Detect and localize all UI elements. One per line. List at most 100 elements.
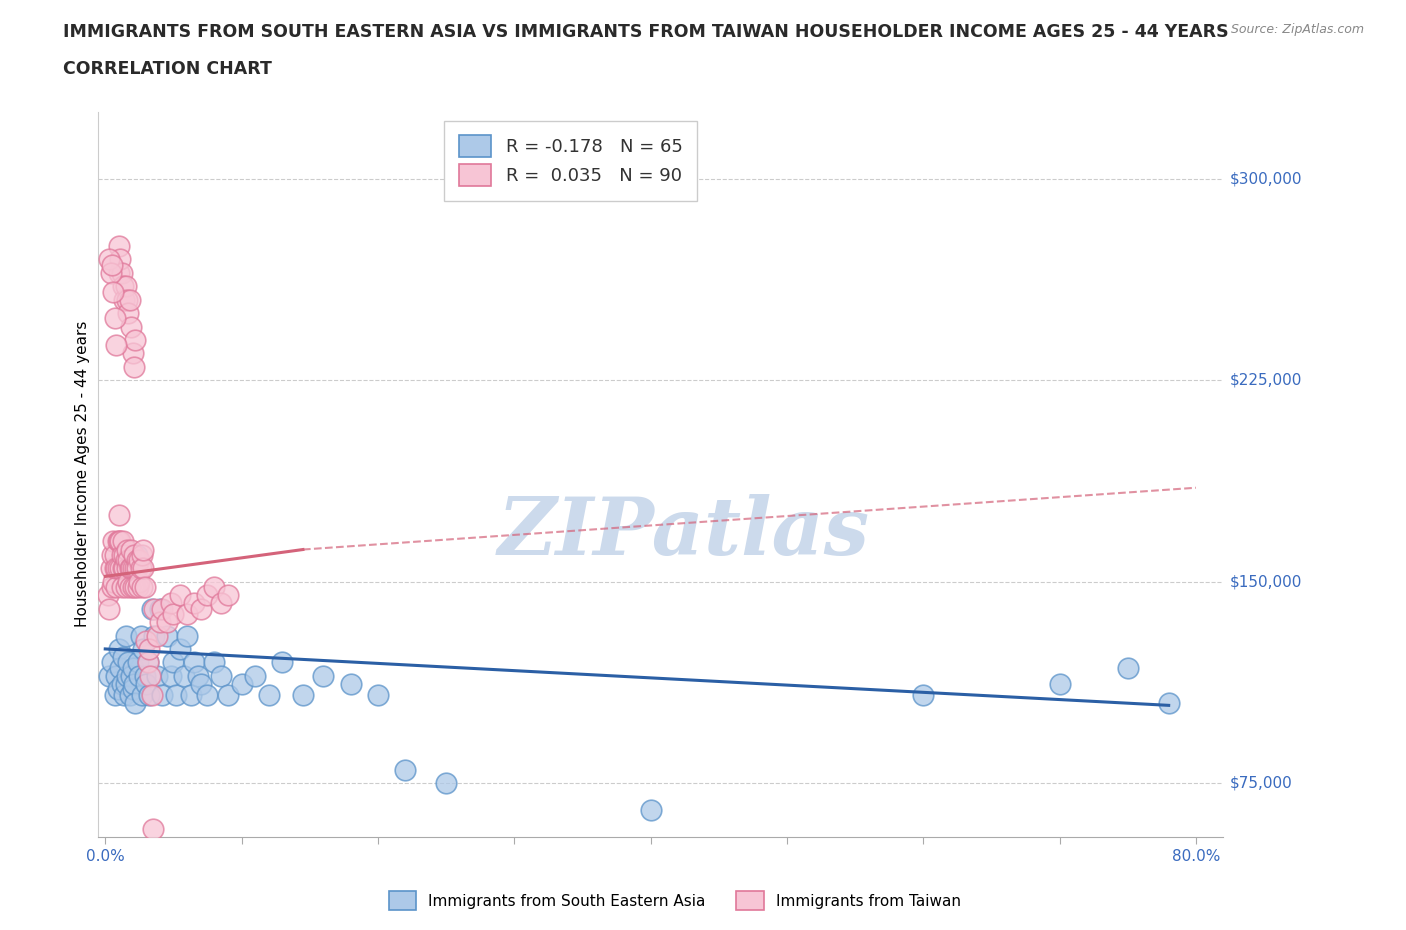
Point xyxy=(104,687,127,702)
Point xyxy=(165,687,187,702)
Point xyxy=(139,669,162,684)
Point xyxy=(127,655,149,670)
Point xyxy=(131,687,153,702)
Point xyxy=(197,687,219,702)
Point xyxy=(180,687,202,702)
Point xyxy=(159,669,181,684)
Point xyxy=(159,596,181,611)
Point xyxy=(173,669,195,684)
Point xyxy=(434,776,457,790)
Point xyxy=(128,669,150,684)
Point xyxy=(143,628,166,643)
Point xyxy=(114,279,136,294)
Point xyxy=(155,615,177,630)
Point xyxy=(107,534,129,549)
Point xyxy=(101,548,124,563)
Text: $150,000: $150,000 xyxy=(1230,574,1302,590)
Point xyxy=(108,642,131,657)
Point xyxy=(291,687,314,702)
Point xyxy=(122,359,145,374)
Point xyxy=(120,561,142,576)
Point xyxy=(128,552,150,567)
Point xyxy=(111,561,134,576)
Point xyxy=(117,655,139,670)
Point xyxy=(127,579,149,594)
Point xyxy=(121,346,143,361)
Point xyxy=(149,601,172,616)
Point xyxy=(394,763,416,777)
Point xyxy=(117,552,139,567)
Point xyxy=(112,292,135,307)
Point xyxy=(132,542,155,557)
Point xyxy=(257,687,280,702)
Point xyxy=(98,252,121,267)
Point xyxy=(912,687,935,702)
Point xyxy=(155,628,177,643)
Legend: R = -0.178   N = 65, R =  0.035   N = 90: R = -0.178 N = 65, R = 0.035 N = 90 xyxy=(444,121,697,201)
Point xyxy=(121,682,143,697)
Point xyxy=(149,615,172,630)
Point xyxy=(245,669,267,684)
Text: ZIPatlas: ZIPatlas xyxy=(498,494,869,571)
Point xyxy=(131,548,153,563)
Point xyxy=(146,628,169,643)
Point xyxy=(176,606,198,621)
Point xyxy=(125,561,148,576)
Point xyxy=(115,669,138,684)
Point xyxy=(187,669,209,684)
Point xyxy=(110,579,132,594)
Point xyxy=(135,676,157,691)
Point xyxy=(110,534,132,549)
Point xyxy=(104,311,127,325)
Point xyxy=(339,676,361,691)
Point xyxy=(197,588,219,603)
Point xyxy=(142,821,165,836)
Point xyxy=(110,252,132,267)
Point xyxy=(121,660,143,675)
Point xyxy=(134,579,156,594)
Text: IMMIGRANTS FROM SOUTH EASTERN ASIA VS IMMIGRANTS FROM TAIWAN HOUSEHOLDER INCOME : IMMIGRANTS FROM SOUTH EASTERN ASIA VS IM… xyxy=(63,23,1229,41)
Point xyxy=(122,676,145,691)
Point xyxy=(1116,660,1139,675)
Point xyxy=(101,258,124,272)
Point xyxy=(124,579,146,594)
Point xyxy=(135,633,157,648)
Point xyxy=(98,669,121,684)
Point xyxy=(98,601,121,616)
Point xyxy=(114,552,136,567)
Point xyxy=(138,642,160,657)
Point xyxy=(115,292,138,307)
Point xyxy=(141,687,163,702)
Point xyxy=(105,561,128,576)
Point xyxy=(312,669,335,684)
Point xyxy=(209,596,232,611)
Point xyxy=(169,588,191,603)
Point xyxy=(124,561,146,576)
Text: $225,000: $225,000 xyxy=(1230,373,1302,388)
Point xyxy=(176,628,198,643)
Point xyxy=(122,548,145,563)
Point xyxy=(118,687,141,702)
Point xyxy=(117,306,139,321)
Point xyxy=(640,803,662,817)
Point xyxy=(190,676,212,691)
Text: $300,000: $300,000 xyxy=(1230,171,1302,186)
Point xyxy=(112,687,135,702)
Point xyxy=(202,579,225,594)
Point xyxy=(124,696,146,711)
Point xyxy=(129,561,152,576)
Point xyxy=(103,285,125,299)
Point xyxy=(101,579,124,594)
Point xyxy=(103,534,125,549)
Point xyxy=(121,579,143,594)
Point xyxy=(162,606,184,621)
Point xyxy=(112,548,135,563)
Point xyxy=(162,655,184,670)
Point xyxy=(131,579,153,594)
Point xyxy=(141,601,163,616)
Point xyxy=(118,561,141,576)
Point xyxy=(108,534,131,549)
Text: $75,000: $75,000 xyxy=(1230,776,1292,790)
Point xyxy=(118,292,141,307)
Point xyxy=(104,561,127,576)
